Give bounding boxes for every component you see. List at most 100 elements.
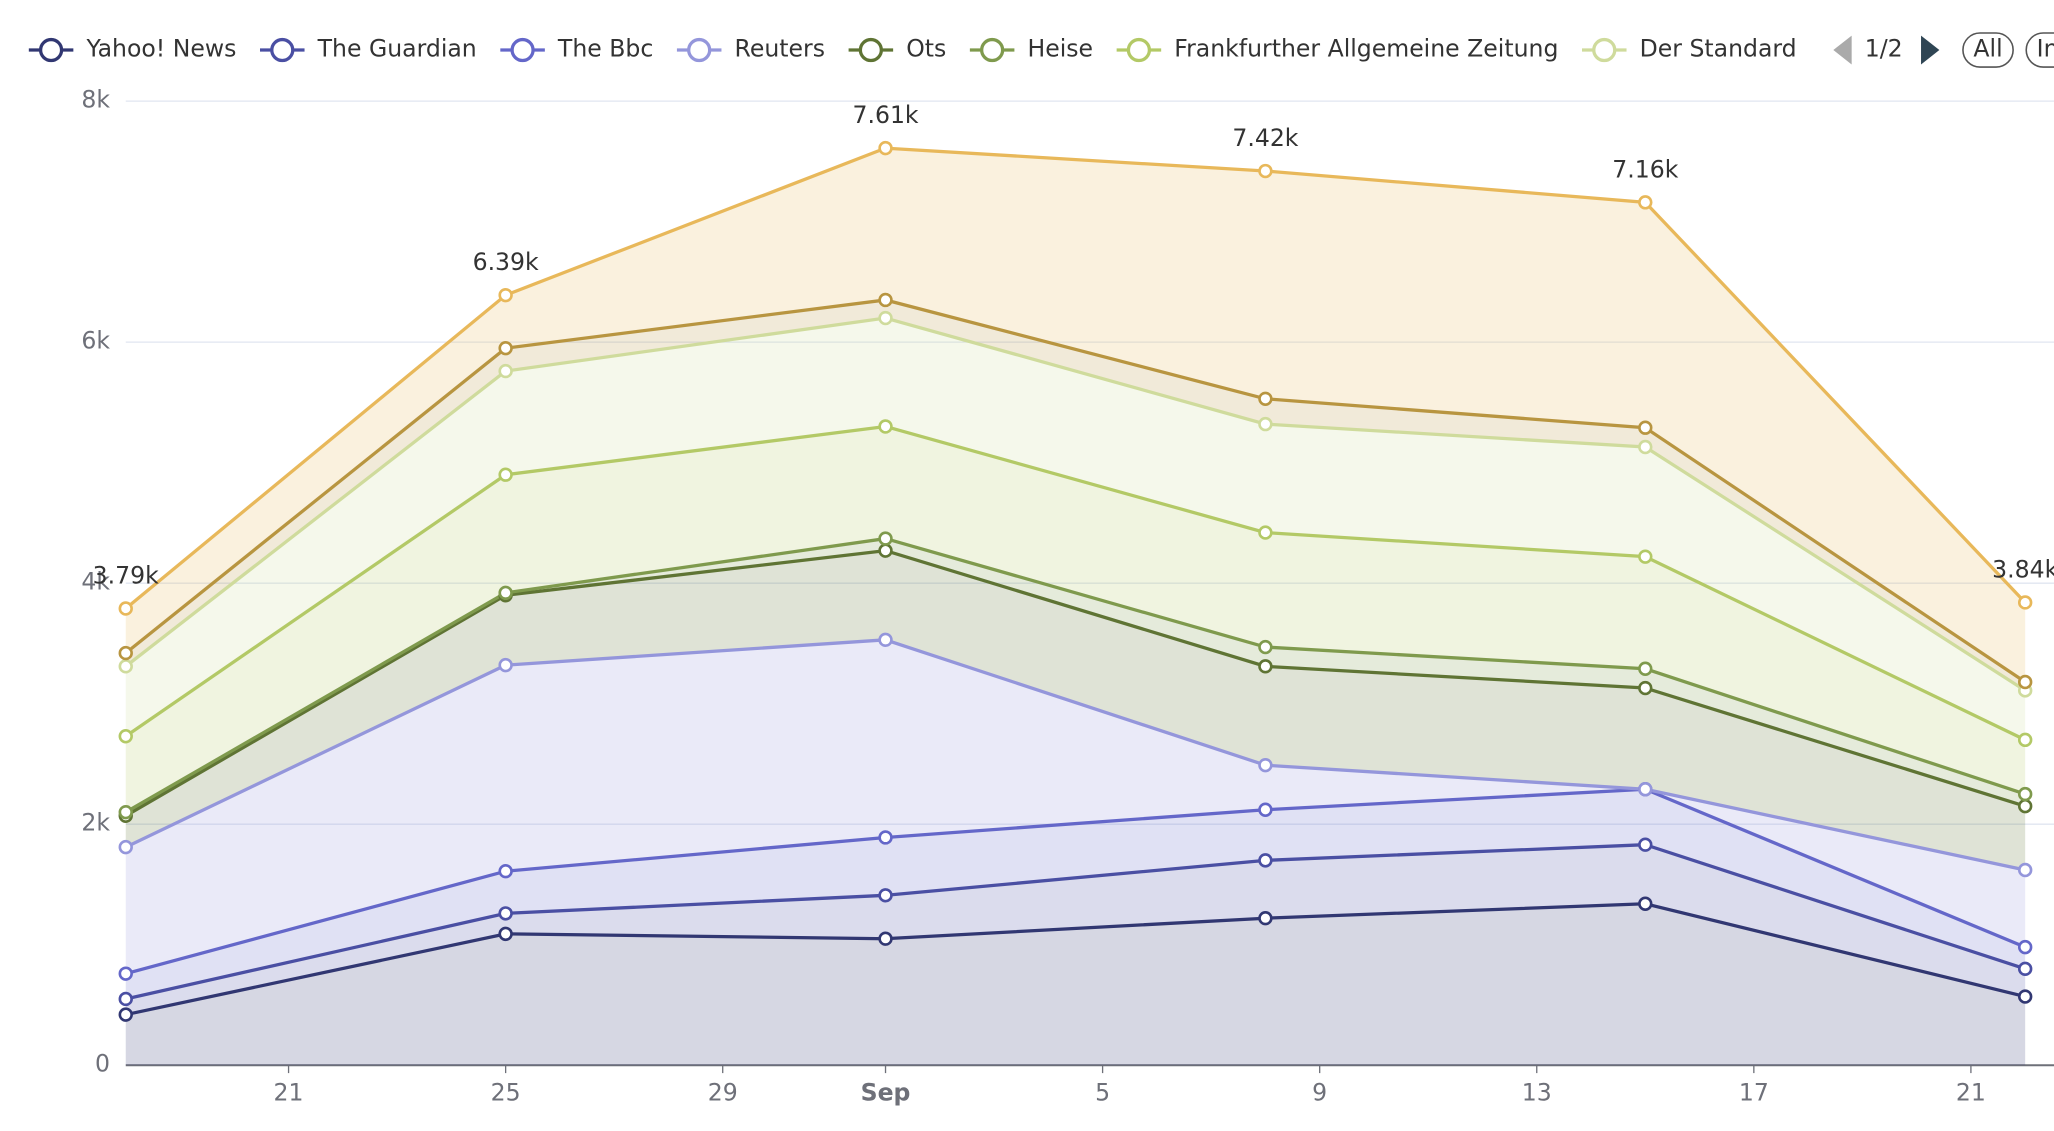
point	[498, 585, 513, 601]
point	[1258, 853, 1273, 868]
area	[125, 639, 2026, 974]
line	[125, 787, 2026, 976]
legend-marker	[980, 37, 1005, 63]
legend-marker	[510, 37, 535, 63]
point	[878, 292, 893, 308]
legend-item[interactable]: The Guardian	[260, 35, 477, 63]
point	[498, 864, 513, 879]
point	[498, 657, 513, 673]
point	[118, 804, 133, 820]
line	[124, 536, 2026, 814]
line	[125, 902, 2026, 1017]
x-tick-label: 13	[1522, 1079, 1552, 1107]
point	[878, 310, 893, 326]
x-tick-label: 5	[1095, 1079, 1110, 1107]
area	[125, 148, 2026, 683]
point	[1638, 439, 1653, 455]
legend-button[interactable]: Inv	[2025, 32, 2054, 68]
point	[498, 906, 513, 921]
x-tick-label: 29	[708, 1079, 738, 1107]
legend-prev[interactable]	[1833, 35, 1852, 65]
y-tick-label: 2k	[81, 809, 110, 837]
line	[124, 298, 2027, 684]
point	[2017, 674, 2033, 690]
point	[1638, 661, 1653, 676]
point	[1258, 911, 1273, 926]
point	[878, 931, 893, 946]
legend-item[interactable]: The Bbc	[500, 35, 653, 63]
legend-item[interactable]: Reuters	[676, 35, 825, 63]
x-tick-label: Sep	[861, 1079, 911, 1107]
x-tick-label: 9	[1312, 1079, 1327, 1107]
legend-label: Frankfurther Allgemeine Zeitung	[1174, 35, 1558, 63]
point	[1638, 420, 1653, 435]
point	[2017, 961, 2033, 977]
legend-item[interactable]: Ots	[848, 35, 947, 63]
legend-item[interactable]: Frankfurther Allgemeine Zeitung	[1116, 35, 1559, 63]
point	[498, 926, 513, 942]
legend-label: Ots	[906, 35, 946, 63]
point	[2017, 786, 2033, 802]
legend-marker	[38, 37, 64, 63]
point	[2017, 798, 2033, 814]
point	[1638, 896, 1653, 911]
legend-button[interactable]: All	[1962, 32, 2014, 68]
area	[125, 550, 2026, 871]
total-label: 7.61k	[852, 101, 918, 129]
y-tick-label: 4k	[81, 568, 110, 596]
point	[1638, 837, 1653, 852]
legend-item[interactable]: Der Standard	[1581, 35, 1797, 63]
point	[118, 645, 133, 661]
legend: Yahoo! News The Guardian The Bbc Reuters Ots…	[28, 32, 2054, 68]
point	[878, 632, 893, 648]
legend-item[interactable]: Yahoo! News	[28, 35, 237, 63]
point	[118, 729, 133, 744]
point	[1638, 549, 1653, 564]
point	[498, 340, 513, 356]
point	[878, 543, 893, 558]
point	[1258, 802, 1273, 817]
point	[1638, 782, 1653, 797]
point	[1258, 525, 1273, 540]
point	[498, 467, 513, 482]
point	[498, 287, 513, 303]
point	[118, 966, 133, 981]
point	[2017, 595, 2033, 610]
x-tick-label: 21	[1956, 1079, 1986, 1107]
point	[878, 888, 893, 903]
point	[2017, 732, 2033, 748]
area	[125, 903, 2026, 1066]
point	[2017, 939, 2033, 955]
x-tick-label: 25	[491, 1079, 521, 1107]
legend-marker	[858, 37, 883, 63]
legend-marker	[1592, 37, 1617, 63]
point	[118, 991, 133, 1007]
legend-item[interactable]: Heise	[969, 35, 1094, 63]
total-label: 3.84k	[1992, 556, 2054, 584]
button-frame	[2025, 32, 2054, 68]
total-label: 7.16k	[1612, 155, 1678, 183]
total-label: 7.42k	[1232, 124, 1298, 152]
area	[125, 318, 2026, 740]
point	[118, 601, 133, 616]
legend-page: 1/2	[1865, 35, 1903, 63]
legend-marker	[1126, 37, 1152, 63]
area	[125, 789, 2026, 999]
line	[124, 548, 2026, 818]
point	[1258, 416, 1273, 432]
legend-next[interactable]	[1921, 35, 1940, 65]
legend-label: Der Standard	[1640, 35, 1797, 63]
line	[124, 424, 2026, 742]
y-tick-label: 6k	[81, 327, 110, 355]
point	[118, 659, 133, 674]
point	[1638, 195, 1653, 210]
point	[118, 839, 133, 855]
button-label: All	[1973, 35, 2002, 63]
legend-marker	[270, 37, 295, 63]
point	[2017, 989, 2033, 1004]
point	[878, 531, 893, 546]
point	[878, 830, 893, 845]
x-tick-label: 17	[1739, 1079, 1769, 1107]
legend-label: Heise	[1028, 35, 1094, 63]
